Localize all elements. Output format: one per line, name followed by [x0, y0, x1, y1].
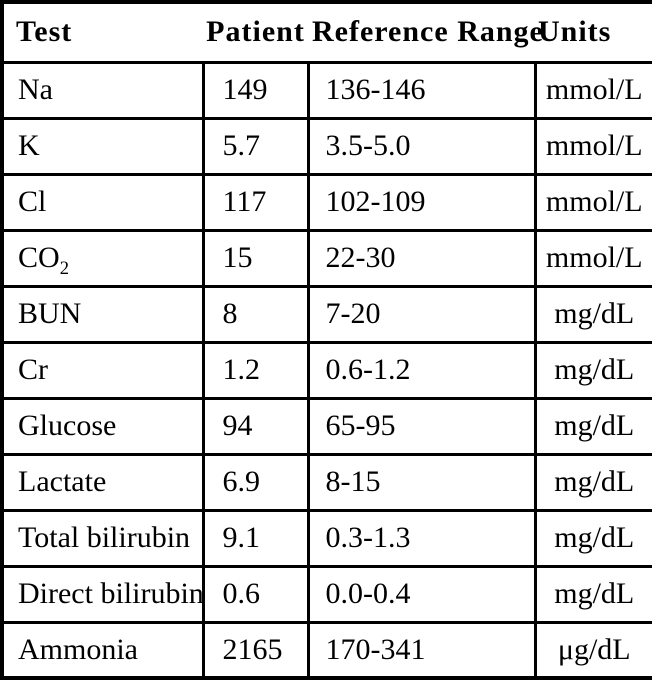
- cell-reference-range: 0.6-1.2: [306, 340, 537, 400]
- cell-test: Total bilirubin: [0, 508, 205, 568]
- cell-test: Na: [0, 60, 205, 120]
- cell-reference-range: 7-20: [306, 284, 537, 344]
- cell-units: mmol/L: [533, 172, 652, 232]
- cell-test: CO2: [0, 228, 205, 288]
- cell-patient-value: 0.6: [201, 564, 310, 624]
- cell-units: mg/dL: [533, 396, 652, 456]
- test-subscript: 2: [59, 258, 69, 279]
- header-row: Test Patient Reference Range Units: [2, 2, 652, 64]
- cell-patient-value: 2165: [201, 620, 310, 680]
- test-label: CO: [18, 241, 60, 274]
- cell-test: K: [0, 116, 205, 176]
- cell-units: mg/dL: [533, 452, 652, 512]
- table-row: Ammonia 2165 170-341 μg/dL: [0, 620, 652, 680]
- cell-test: Cl: [0, 172, 205, 232]
- cell-reference-range: 3.5-5.0: [306, 116, 537, 176]
- test-label: BUN: [18, 297, 82, 330]
- table-row: Lactate 6.9 8-15 mg/dL: [0, 452, 652, 512]
- table-row: Total bilirubin 9.1 0.3-1.3 mg/dL: [0, 508, 652, 568]
- test-label: Total bilirubin: [18, 521, 191, 554]
- column-header-patient: Patient: [203, 2, 308, 64]
- cell-test: Lactate: [0, 452, 205, 512]
- cell-units: mmol/L: [533, 228, 652, 288]
- table-row: Glucose 94 65-95 mg/dL: [0, 396, 652, 456]
- cell-patient-value: 6.9: [201, 452, 310, 512]
- table-row: K 5.7 3.5-5.0 mmol/L: [0, 116, 652, 176]
- cell-reference-range: 0.3-1.3: [306, 508, 537, 568]
- table-body: Na 149 136-146 mmol/L K 5.7 3.5-5.0 mmol…: [0, 60, 652, 680]
- test-label: Glucose: [18, 409, 117, 442]
- column-header-units: Units: [535, 2, 652, 64]
- test-label: Ammonia: [18, 632, 138, 666]
- table-header: Test Patient Reference Range Units: [2, 2, 652, 64]
- cell-test: Ammonia: [0, 620, 205, 680]
- cell-units: mmol/L: [533, 60, 652, 120]
- cell-test: Direct bilirubin: [0, 564, 205, 624]
- cell-units: mg/dL: [533, 564, 652, 624]
- cell-reference-range: 102-109: [306, 172, 537, 232]
- test-label: Lactate: [18, 465, 107, 498]
- cell-reference-range: 65-95: [306, 396, 537, 456]
- test-label: Na: [18, 73, 53, 106]
- column-header-test: Test: [2, 2, 203, 64]
- cell-units: mmol/L: [533, 116, 652, 176]
- cell-units: mg/dL: [533, 284, 652, 344]
- cell-patient-value: 149: [201, 60, 310, 120]
- cell-patient-value: 1.2: [201, 340, 310, 400]
- cell-test: Cr: [0, 340, 205, 400]
- cell-test: BUN: [0, 284, 205, 344]
- table-row: CO2 15 22-30 mmol/L: [0, 228, 652, 288]
- cell-units: mg/dL: [533, 340, 652, 400]
- cell-reference-range: 22-30: [306, 228, 537, 288]
- cell-reference-range: 136-146: [306, 60, 537, 120]
- cell-reference-range: 170-341: [306, 620, 537, 680]
- cell-patient-value: 15: [201, 228, 310, 288]
- table-row: Cl 117 102-109 mmol/L: [0, 172, 652, 232]
- test-label: K: [18, 129, 40, 162]
- cell-test: Glucose: [0, 396, 205, 456]
- cell-patient-value: 5.7: [201, 116, 310, 176]
- table-row: Direct bilirubin 0.6 0.0-0.4 mg/dL: [0, 564, 652, 624]
- cell-patient-value: 9.1: [201, 508, 310, 568]
- cell-units: μg/dL: [533, 620, 652, 680]
- test-label: Cl: [18, 185, 47, 218]
- cell-patient-value: 117: [201, 172, 310, 232]
- cell-patient-value: 94: [201, 396, 310, 456]
- table-row: Na 149 136-146 mmol/L: [0, 60, 652, 120]
- cell-units: mg/dL: [533, 508, 652, 568]
- column-header-reference-range: Reference Range: [308, 2, 543, 64]
- test-label: Direct bilirubin: [18, 577, 203, 610]
- cell-patient-value: 8: [201, 284, 310, 344]
- cell-reference-range: 8-15: [306, 452, 537, 512]
- table-row: Cr 1.2 0.6-1.2 mg/dL: [0, 340, 652, 400]
- test-label: Cr: [18, 353, 48, 386]
- table-row: BUN 8 7-20 mg/dL: [0, 284, 652, 344]
- cell-reference-range: 0.0-0.4: [306, 564, 537, 624]
